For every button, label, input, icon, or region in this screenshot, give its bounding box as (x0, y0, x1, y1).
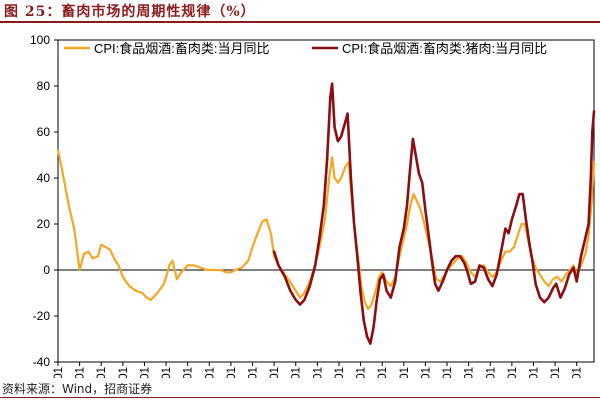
x-tick-label: 2004-01 (248, 367, 260, 378)
line-chart: -40 -20 0 20 40 60 80 100 1995-01 1996-01 1997-01 1… (30, 33, 596, 378)
x-tick-label: 2018-01 (550, 367, 562, 378)
series-line-2 (272, 82, 596, 345)
x-tick-label: 2001-01 (183, 367, 195, 378)
figure-title: 图 25：畜肉市场的周期性规律（%） (4, 4, 256, 20)
x-tick-label: 1999-01 (139, 367, 151, 378)
x-tick-label: 2019-01 (572, 367, 584, 378)
x-tick-label: 2000-01 (161, 367, 173, 378)
y-tick-label: 80 (37, 79, 51, 93)
x-tick-label: 2015-01 (485, 367, 497, 378)
x-tick-label: 1997-01 (96, 367, 108, 378)
y-tick-label: 60 (37, 125, 51, 139)
plot-frame (57, 39, 595, 363)
legend-label-2: CPI:食品烟酒:畜肉类:猪肉:当月同比 (342, 41, 547, 56)
x-tick-label: 2012-01 (420, 367, 432, 378)
y-tick-label: 0 (43, 263, 50, 277)
bottom-divider (0, 397, 600, 398)
x-tick-label: 2007-01 (312, 367, 324, 378)
axes: -40 -20 0 20 40 60 80 100 1995-01 1996-01 1997-01 1… (30, 33, 595, 378)
x-tick-label: 2014-01 (464, 367, 476, 378)
y-tick-label: -40 (33, 355, 51, 369)
x-tick-label: 1998-01 (118, 367, 130, 378)
x-tick-label: 1996-01 (75, 367, 87, 378)
x-tick-label: 2005-01 (269, 367, 281, 378)
source-note: 资料来源：Wind，招商证券 (2, 382, 153, 396)
x-tick-label: 2016-01 (507, 367, 519, 378)
x-tick-label: 2008-01 (334, 367, 346, 378)
y-tick-label: 20 (37, 217, 51, 231)
x-tick-label: 2009-01 (356, 367, 368, 378)
x-tick-label: 2006-01 (291, 367, 303, 378)
title-divider (0, 21, 600, 23)
x-tick-label: 2010-01 (377, 367, 389, 378)
y-tick-label: 100 (30, 33, 50, 47)
x-tick-label: 2013-01 (442, 367, 454, 378)
y-tick-label: -20 (33, 309, 51, 323)
x-tick-label: 2003-01 (226, 367, 238, 378)
x-tick-label: 2017-01 (528, 367, 540, 378)
legend: CPI:食品烟酒:畜肉类:当月同比 CPI:食品烟酒:畜肉类:猪肉:当月同比 (64, 41, 547, 56)
x-tick-label: 2011-01 (399, 367, 411, 378)
x-tick-label: 1995-01 (53, 367, 65, 378)
series-lines (56, 82, 596, 345)
legend-label-1: CPI:食品烟酒:畜肉类:当月同比 (94, 41, 270, 56)
y-tick-label: 40 (37, 171, 51, 185)
